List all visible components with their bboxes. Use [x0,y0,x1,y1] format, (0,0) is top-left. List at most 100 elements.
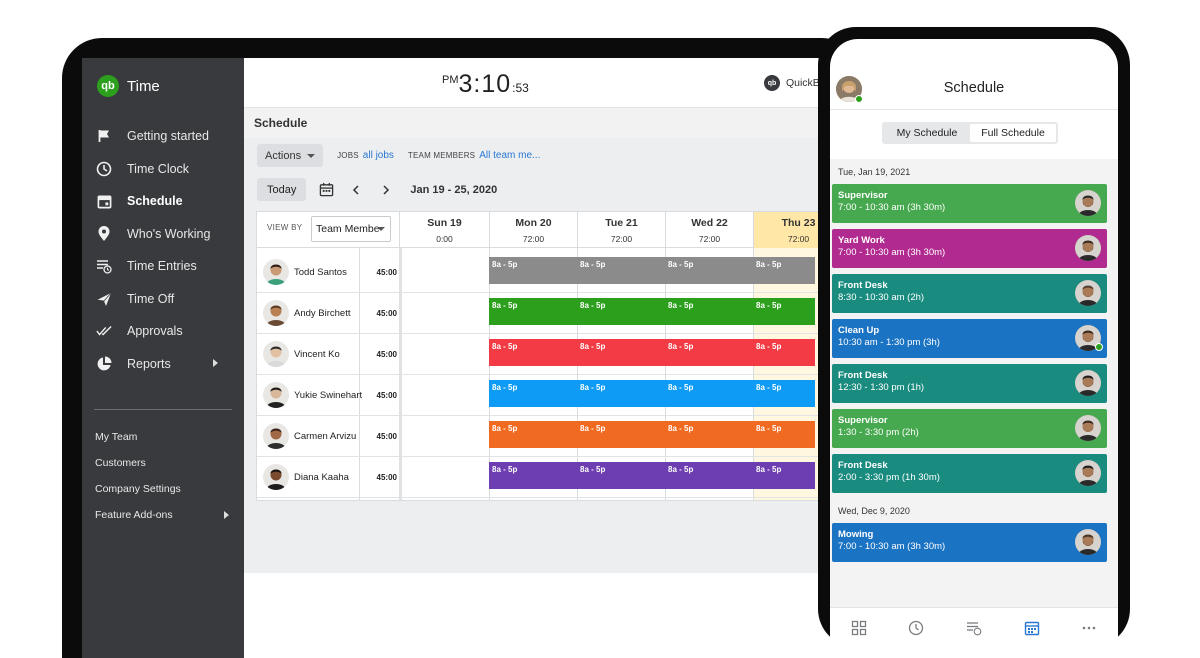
sidebar-item-label: Getting started [127,129,209,144]
tab-calendar-icon[interactable] [1022,618,1042,638]
shift-block[interactable]: 8a - 5p [665,462,753,489]
shift-card[interactable]: Yard Work 7:00 - 10:30 am (3h 30m) [832,229,1107,268]
day-header-tue-21: Tue 21 72:00 [577,212,665,248]
shift-block[interactable]: 8a - 5p [577,421,665,448]
actions-button[interactable]: Actions [257,144,324,167]
shift-card[interactable]: Supervisor 1:30 - 3:30 pm (2h) [832,409,1107,448]
sidebar-item-approvals[interactable]: Approvals [82,315,244,348]
employee-name[interactable]: Vincent Ko [294,349,340,360]
shift-block[interactable]: 8a - 5p [665,298,753,325]
calendar-icon [96,193,112,209]
team-filter-link[interactable]: All team me... [479,150,541,161]
shift-block[interactable]: 8a - 5p [577,462,665,489]
jobs-filter-link[interactable]: all jobs [362,150,394,161]
schedule-panel: Actions JOBS all jobs TEAM MEMBERS All t… [244,138,862,573]
sidebar-item-reports[interactable]: Reports [82,348,244,381]
employee-name[interactable]: Carmen Arvizu [294,431,357,442]
employee-name[interactable]: Todd Santos [294,267,347,278]
chevron-right-icon [213,358,218,367]
live-clock: PM 3:10 :53 [442,70,529,99]
shift-block[interactable]: 8a - 5p [577,298,665,325]
day-total-hours: 72:00 [698,234,721,244]
date-nav-row: Today Jan 19 - 25, 2020 [257,178,497,201]
shift-card[interactable]: Front Desk 8:30 - 10:30 am (2h) [832,274,1107,313]
shift-card-time: 1:30 - 3:30 pm (2h) [838,427,919,438]
segment-full-schedule[interactable]: Full Schedule [970,124,1056,142]
segment-my-schedule[interactable]: My Schedule [896,127,958,139]
shift-block[interactable]: 8a - 5p [753,462,815,489]
employee-name[interactable]: Andy Birchett [294,308,351,319]
shift-block[interactable]: 8a - 5p [489,257,577,284]
schedule-segmented-control: My Schedule Full Schedule [882,122,1058,144]
airplane-icon [96,291,112,307]
page-title: Schedule [254,116,308,130]
online-status-dot [855,95,863,103]
sidebar-item-getting-started[interactable]: Getting started [82,120,244,153]
view-by-select[interactable]: Team Membe [311,216,391,242]
chevron-left-icon[interactable] [346,180,366,200]
chevron-right-icon[interactable] [376,180,396,200]
shift-card-title: Front Desk [838,370,888,381]
shift-block[interactable]: 8a - 5p [753,421,815,448]
sidebar-link-company-settings[interactable]: Company Settings [95,476,231,502]
shift-block[interactable]: 8a - 5p [753,339,815,366]
shift-block[interactable]: 8a - 5p [753,257,815,284]
calendar-picker-icon[interactable] [316,180,336,200]
tab-clock-icon[interactable] [906,618,926,638]
phone-header-divider [830,109,1118,110]
shift-block[interactable]: 8a - 5p [489,339,577,366]
quickbooks-logo-icon: qb [97,75,119,97]
today-button[interactable]: Today [257,178,307,201]
sidebar-item-schedule[interactable]: Schedule [82,185,244,218]
shift-card[interactable]: Mowing 7:00 - 10:30 am (3h 30m) [832,523,1107,562]
shift-block[interactable]: 8a - 5p [577,257,665,284]
tab-more-icon[interactable] [1079,618,1099,638]
shift-block[interactable]: 8a - 5p [665,421,753,448]
shift-block[interactable]: 8a - 5p [489,421,577,448]
sidebar-link-my-team[interactable]: My Team [95,424,231,450]
shift-block[interactable]: 8a - 5p [665,257,753,284]
sidebar-item-who-s-working[interactable]: Who's Working [82,218,244,251]
laptop-frame: qb Time Getting started Time Clock Schedul… [62,38,862,658]
sidebar-item-time-off[interactable]: Time Off [82,283,244,316]
sidebar-link-customers[interactable]: Customers [95,450,231,476]
tab-dashboard-icon[interactable] [849,618,869,638]
employee-row: Yukie Swinehart 45:00 8a - 5p 8a - 5p 8a - 5… [257,375,825,416]
sidebar-item-label: Schedule [127,194,183,209]
shift-block[interactable]: 8a - 5p [489,298,577,325]
day-total-hours: 0:00 [436,234,453,244]
employee-name[interactable]: Yukie Swinehart [294,390,363,401]
shift-block[interactable]: 8a - 5p [577,339,665,366]
shift-block[interactable]: 8a - 5p [489,380,577,407]
employee-avatar [263,382,289,408]
shift-block[interactable]: 8a - 5p [489,462,577,489]
shift-block[interactable]: 8a - 5p [665,380,753,407]
shift-date-heading: Tue, Jan 19, 2021 [838,167,911,177]
shift-card-time: 2:00 - 3:30 pm (1h 30m) [838,472,940,483]
chevron-right-icon [224,511,229,519]
sidebar-item-time-entries[interactable]: Time Entries [82,250,244,283]
app-brand[interactable]: qb Time [97,75,160,97]
clock-seconds: :53 [512,81,529,95]
shift-card[interactable]: Front Desk 12:30 - 1:30 pm (1h) [832,364,1107,403]
shift-card-time: 8:30 - 10:30 am (2h) [838,292,925,303]
shift-block[interactable]: 8a - 5p [753,380,815,407]
sidebar: qb Time Getting started Time Clock Schedul… [82,58,244,658]
shift-card[interactable]: Clean Up 10:30 am - 1:30 pm (3h) [832,319,1107,358]
shift-card-title: Clean Up [838,325,880,336]
sidebar-item-label: Time Off [127,291,175,306]
day-name: Tue 21 [605,217,638,229]
chevron-down-icon [377,227,385,231]
shift-card[interactable]: Supervisor 7:00 - 10:30 am (3h 30m) [832,184,1107,223]
user-avatar[interactable] [836,76,862,102]
shift-block[interactable]: 8a - 5p [753,298,815,325]
view-by-label: VIEW BY [267,223,303,232]
employee-name[interactable]: Diana Kaaha [294,472,349,483]
tab-time-entries-icon[interactable] [964,618,984,638]
shift-card[interactable]: Front Desk 2:00 - 3:30 pm (1h 30m) [832,454,1107,493]
sidebar-link-feature-add-ons[interactable]: Feature Add-ons [95,502,231,528]
shift-card-time: 7:00 - 10:30 am (3h 30m) [838,247,946,258]
shift-block[interactable]: 8a - 5p [665,339,753,366]
shift-block[interactable]: 8a - 5p [577,380,665,407]
sidebar-item-time-clock[interactable]: Time Clock [82,153,244,186]
